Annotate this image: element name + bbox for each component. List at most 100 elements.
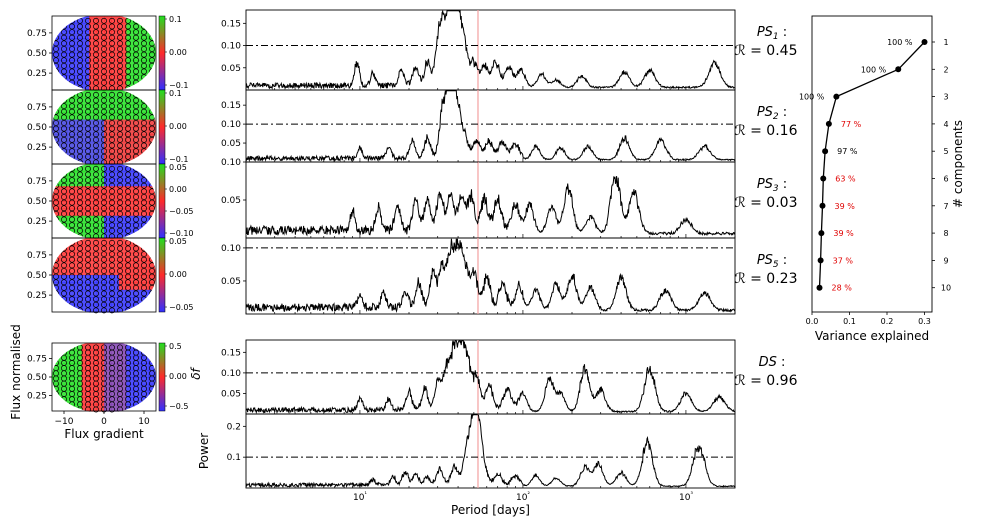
map-cell: [89, 238, 98, 246]
sensor-marker: [93, 23, 99, 30]
sensor-marker: [85, 34, 91, 41]
sensor-marker: [61, 188, 67, 195]
map-cell: [148, 67, 156, 76]
map-cell: [104, 289, 113, 298]
sensor-marker: [85, 97, 91, 104]
component-tick-label: 5: [943, 147, 948, 156]
map-cell: [141, 193, 150, 202]
map-cell: [74, 215, 83, 224]
sensor-marker: [53, 120, 59, 126]
sensor-markers: [53, 165, 155, 240]
series-name: DS :: [759, 355, 786, 370]
map-ytick-label: 0.50: [27, 197, 47, 207]
map-cell: [148, 370, 156, 378]
sensor-marker: [101, 148, 107, 155]
sensor-marker: [109, 74, 115, 81]
sensor-marker: [149, 239, 155, 246]
sensor-marker: [85, 194, 91, 200]
sensor-marker: [69, 142, 75, 149]
sensor-marker: [77, 46, 83, 52]
sensor-marker: [125, 108, 131, 115]
map-cell: [141, 238, 150, 246]
map-cell: [126, 252, 135, 261]
periodogram-series: [246, 238, 735, 313]
sensor-marker: [109, 114, 115, 121]
sensor-marker: [93, 153, 99, 160]
map-cell: [118, 16, 127, 24]
map-cell: [66, 45, 75, 54]
sensor-marker: [61, 290, 67, 297]
map-cell: [96, 156, 105, 165]
sensor-marker: [109, 284, 115, 291]
map-cell: [74, 267, 83, 276]
sensor-marker: [69, 171, 75, 178]
map-cell: [96, 304, 105, 313]
map-cell: [148, 16, 156, 24]
map-cell: [89, 201, 98, 209]
sensor-marker: [77, 125, 83, 132]
map-cell: [104, 282, 113, 291]
sensor-marker: [141, 401, 147, 408]
map-cell: [96, 30, 105, 39]
sensor-marker: [93, 194, 99, 200]
sensor-marker: [149, 251, 155, 258]
map-cell: [104, 186, 113, 195]
sensor-marker: [53, 74, 59, 81]
sensor-marker: [141, 301, 147, 308]
component-tick-label: 6: [943, 175, 948, 184]
sensor-marker: [69, 125, 75, 132]
sensor-marker: [141, 290, 147, 297]
map-cell: [74, 45, 83, 54]
sensor-marker: [141, 344, 147, 351]
sensor-marker: [149, 17, 155, 24]
sensor-marker: [109, 142, 115, 149]
map-cell: [52, 156, 61, 165]
map-cell: [52, 404, 61, 412]
map-cell: [89, 149, 98, 158]
map-cell: [141, 383, 150, 392]
panel-frame: [245, 237, 736, 315]
map-cell: [141, 304, 150, 313]
sensor-marker: [85, 182, 91, 189]
sensor-marker: [85, 148, 91, 155]
sensor-marker: [101, 268, 107, 274]
sensor-marker: [101, 29, 107, 36]
sensor-marker: [101, 153, 107, 160]
map-cell: [118, 90, 127, 98]
map-cell: [74, 208, 83, 217]
sensor-marker: [53, 396, 59, 403]
map-ytick-label: 0.50: [27, 373, 47, 383]
map-cell: [148, 404, 156, 412]
sensor-marker: [109, 216, 115, 223]
sensor-marker: [85, 210, 91, 217]
components-ylabel: # components: [951, 120, 965, 208]
sensor-marker: [149, 290, 155, 297]
sensor-marker: [53, 245, 59, 252]
map-cell: [89, 230, 98, 239]
map-cell: [89, 16, 98, 24]
map-cell: [89, 252, 98, 261]
map-cell: [59, 230, 68, 239]
sensor-marker: [101, 301, 107, 308]
sensor-marker: [69, 290, 75, 297]
sensor-marker: [133, 103, 139, 110]
sensor-marker: [125, 251, 131, 258]
sensor-marker: [133, 125, 139, 132]
sensor-marker: [117, 62, 123, 69]
sensor-marker: [101, 222, 107, 229]
sensor-marker: [101, 91, 107, 98]
map-cell: [118, 178, 127, 187]
sensor-marker: [133, 188, 139, 195]
colorbar: [158, 237, 166, 313]
sensor-marker: [149, 296, 155, 303]
sensor-marker: [93, 97, 99, 104]
map-cell: [148, 186, 156, 195]
sensor-marker: [133, 51, 139, 58]
sensor-marker: [141, 256, 147, 263]
map-cell: [89, 38, 98, 47]
map-cell: [96, 104, 105, 113]
map-cell: [148, 356, 156, 364]
variance-xlabel: Variance explained: [815, 329, 929, 343]
sensor-marker: [125, 74, 131, 81]
sensor-marker: [101, 108, 107, 115]
